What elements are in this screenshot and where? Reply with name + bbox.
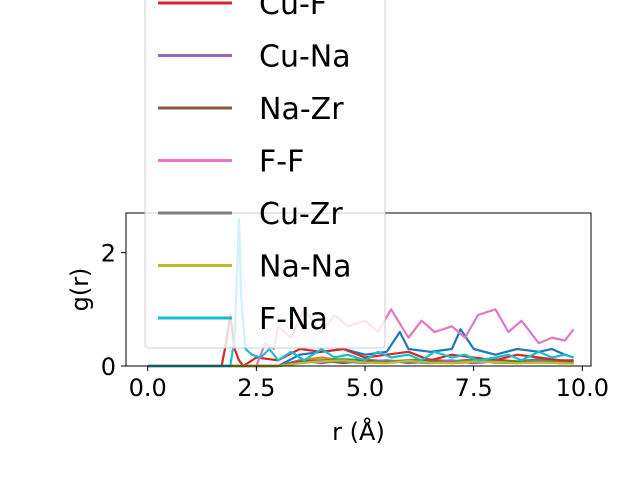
legend-label: F-Na xyxy=(259,302,328,337)
y-ticks: 02 xyxy=(101,240,126,381)
y-tick-label: 2 xyxy=(101,240,116,268)
x-tick-label: 7.5 xyxy=(455,374,493,402)
x-tick-label: 0.0 xyxy=(129,374,167,402)
series-line-na-na xyxy=(147,359,574,368)
legend-label: Cu-F xyxy=(259,0,327,22)
x-tick-label: 5.0 xyxy=(346,374,384,402)
legend-label: Cu-Zr xyxy=(259,197,343,232)
legend-label: F-F xyxy=(259,145,304,180)
x-axis-label: r (Å) xyxy=(332,417,385,446)
series-line-f-na xyxy=(147,217,574,368)
legend: Cu-F Cu-Na Na-Zr F-F Cu-Zr Na-Na F-Na xyxy=(144,0,386,349)
x-ticks: 0.0 2.5 5.0 7.5 10.0 xyxy=(129,366,609,402)
x-tick-label: 10.0 xyxy=(556,374,609,402)
legend-label: Na-Zr xyxy=(259,92,344,127)
legend-label: Na-Na xyxy=(259,250,351,285)
y-tick-label: 0 xyxy=(101,353,116,381)
y-axis-label: g(r) xyxy=(66,268,94,312)
legend-box xyxy=(144,0,386,349)
x-tick-label: 2.5 xyxy=(237,374,275,402)
legend-label: Cu-Na xyxy=(259,40,351,75)
